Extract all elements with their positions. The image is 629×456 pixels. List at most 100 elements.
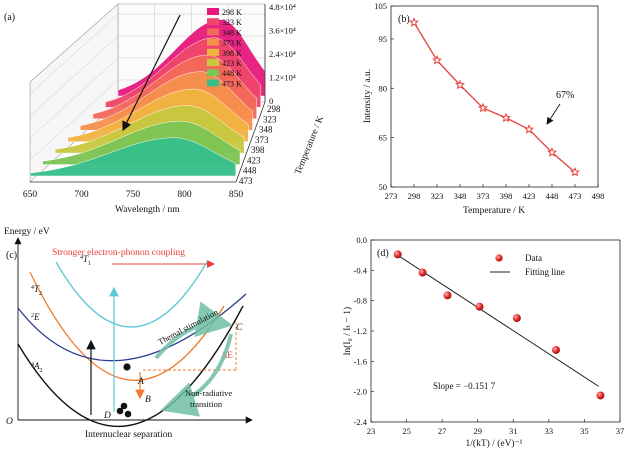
d-legend-data: Data xyxy=(525,253,542,263)
d-y-tick: -0.8 xyxy=(354,296,367,306)
a-legend-swatch xyxy=(207,79,219,87)
c-point-a: A xyxy=(137,377,144,387)
b-y-tick: 80 xyxy=(379,83,388,93)
b-annotation-arrow xyxy=(546,103,561,125)
d-annotation: Slope = −0.151 7 xyxy=(433,381,496,391)
c-delta-e: ΔE xyxy=(221,351,233,361)
d-y-tick: -1.2 xyxy=(354,326,367,336)
b-point xyxy=(477,102,489,113)
b-x-tick: 273 xyxy=(385,191,398,201)
b-x-tick: 448 xyxy=(546,191,559,201)
b-x-tick: 498 xyxy=(592,191,605,201)
d-point xyxy=(475,302,484,311)
a-xlabel: Wavelength / nm xyxy=(115,205,180,215)
c-curve-4t2 xyxy=(29,271,225,381)
b-series-line xyxy=(413,22,576,173)
a-legend-entry: 298 K xyxy=(222,8,242,17)
a-y-tick: 1.2×10⁴ xyxy=(269,73,296,83)
d-point xyxy=(393,250,402,259)
b-x-tick: 323 xyxy=(431,191,444,201)
a-legend-entry: 448 K xyxy=(222,69,242,78)
b-point xyxy=(408,17,420,27)
b-frame xyxy=(390,5,599,188)
c-electron-a xyxy=(123,363,131,371)
d-x-tick: 33 xyxy=(545,426,554,436)
c-point-d: D xyxy=(103,411,111,421)
panel-d: 23 25 27 29 31 33 35 37 0.0 -0.4 -0.8 -1.2 -1.6 -2.0 -… xyxy=(342,235,624,449)
b-x-tick: 398 xyxy=(500,191,513,201)
a-legend-swatch xyxy=(207,8,219,15)
c-electron-d3 xyxy=(120,402,128,410)
d-y-tick: -2.0 xyxy=(354,387,367,397)
b-point xyxy=(523,124,535,134)
b-x-tick: 423 xyxy=(523,191,536,201)
a-y-tick: 3.6×10⁴ xyxy=(269,26,296,36)
d-panel-label: (d) xyxy=(377,248,389,259)
d-point xyxy=(512,314,521,323)
a-legend-swatch xyxy=(207,38,219,46)
b-ylabel: Intensity / a.u. xyxy=(363,69,373,123)
b-point xyxy=(569,166,581,177)
a-legend-entry: 398 K xyxy=(222,49,242,58)
a-legend-swatch xyxy=(207,18,219,26)
d-x-tick: 31 xyxy=(509,426,518,436)
a-z-tick: 448 xyxy=(243,166,257,176)
c-point-b: B xyxy=(145,395,151,405)
c-label-4a2: 4A2 xyxy=(31,361,43,374)
b-y-tick: 95 xyxy=(379,34,388,44)
d-frame xyxy=(370,239,621,423)
d-x-tick: 35 xyxy=(580,426,589,436)
d-point xyxy=(596,391,605,400)
d-point xyxy=(418,268,427,277)
a-x-tick: 850 xyxy=(229,190,244,200)
c-ylabel: Energy / eV xyxy=(4,227,50,237)
d-point xyxy=(443,291,452,300)
a-z-tick: 348 xyxy=(259,125,273,135)
b-x-tick: 473 xyxy=(569,191,582,201)
c-nonrad-arrow xyxy=(160,333,233,417)
c-top-text: Stronger electron-phonon coupling xyxy=(52,248,185,258)
d-points xyxy=(393,250,605,400)
b-y-tick: 50 xyxy=(379,182,388,192)
b-annotation: 67% xyxy=(556,90,574,101)
panel-b: 273 298 323 348 373 398 423 448 473 498 50 65 80 95 10… xyxy=(363,1,604,216)
a-x-ticks: 650 700 750 800 850 xyxy=(23,190,244,200)
c-curve-4a2 xyxy=(17,305,244,428)
a-x-tick: 700 xyxy=(74,190,89,200)
a-z-tick: 373 xyxy=(255,135,269,145)
c-electron-d2 xyxy=(124,410,132,418)
a-z-tick: 398 xyxy=(251,145,265,155)
c-thermal-arrow xyxy=(154,301,233,360)
b-x-tick: 298 xyxy=(408,191,421,201)
a-z-tick: 298 xyxy=(267,104,281,114)
a-x-tick: 650 xyxy=(23,190,38,200)
b-ticks: 273 298 323 348 373 398 423 448 473 498 50 65 80 95 10… xyxy=(374,1,604,201)
a-z-axis xyxy=(235,101,266,183)
a-zlabel: Temperature / K xyxy=(294,115,327,176)
a-legend-entry: 373 K xyxy=(222,39,242,48)
c-nonrad-label-1: Non-radiative xyxy=(185,388,232,398)
d-legend-marker xyxy=(495,254,503,262)
d-y-tick: 0.0 xyxy=(356,235,367,245)
a-spectrum-473k xyxy=(29,137,237,177)
c-point-c: C xyxy=(236,323,243,333)
d-ticks: 23 25 27 29 31 33 35 37 0.0 -0.4 -0.8 -1.2 -1.6 -2.0 -… xyxy=(354,235,625,436)
a-legend-swatch xyxy=(207,48,219,56)
c-label-2e: 2E xyxy=(31,312,40,322)
d-xlabel: 1/(kT) / (eV)⁻¹ xyxy=(466,438,523,449)
a-legend-entry: 323 K xyxy=(222,18,242,27)
a-z-tick: 423 xyxy=(247,155,261,165)
a-z-tick: 323 xyxy=(263,114,277,124)
a-y-tick: 0 xyxy=(269,96,273,106)
a-panel-label: (a) xyxy=(4,12,15,23)
a-legend-entry: 423 K xyxy=(222,59,242,68)
panel-a: 650 700 750 800 850 0 1.2×10⁴ 2.4×10⁴ 3.6×10⁴ 4.… xyxy=(4,2,326,215)
panel-c: Energy / eV Internuclear separation (c) … xyxy=(4,227,253,440)
b-y-tick: 105 xyxy=(374,1,387,11)
a-legend-swatch xyxy=(207,28,219,36)
a-x-tick: 750 xyxy=(126,190,141,200)
b-panel-label: (b) xyxy=(398,14,410,25)
